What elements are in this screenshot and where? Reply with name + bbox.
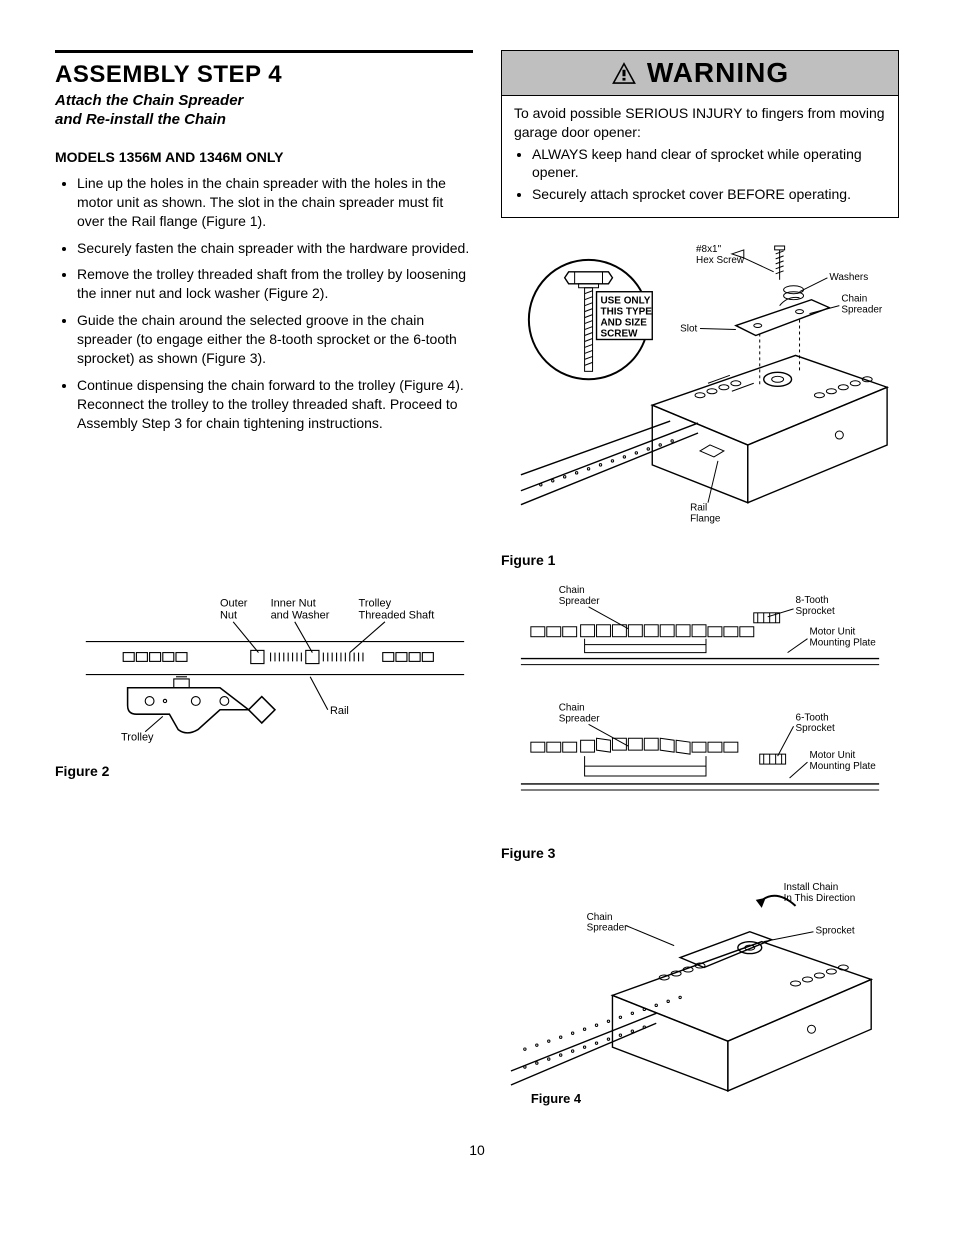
figure-3-svg: Chain Spreader 8-Tooth Sprocket Motor Un… — [501, 579, 899, 838]
step-item: Securely fasten the chain spreader with … — [77, 239, 473, 258]
right-column: WARNING To avoid possible SERIOUS INJURY… — [501, 50, 899, 1111]
spacer — [55, 441, 473, 581]
warning-box: WARNING To avoid possible SERIOUS INJURY… — [501, 50, 899, 218]
subtitle-line2: and Re-install the Chain — [55, 111, 226, 128]
svg-text:Washers: Washers — [829, 272, 868, 283]
figure-1-svg: #8x1" Hex Screw Washers Chain Spreader S… — [501, 236, 899, 544]
svg-text:Motor Unit: Motor Unit — [809, 750, 855, 761]
step-title: ASSEMBLY STEP 4 — [55, 59, 473, 90]
models-heading: MODELS 1356M AND 1346M ONLY — [55, 148, 473, 166]
svg-text:Inner Nut: Inner Nut — [271, 597, 316, 609]
svg-text:Trolley: Trolley — [359, 597, 392, 609]
figure-1-caption: Figure 1 — [501, 551, 899, 569]
svg-text:Spreader: Spreader — [841, 305, 883, 316]
warning-lead: To avoid possible SERIOUS INJURY to fing… — [514, 104, 886, 140]
svg-text:Install Chain: Install Chain — [784, 882, 839, 893]
page: ASSEMBLY STEP 4 Attach the Chain Spreade… — [55, 50, 899, 1111]
figure-4: Install Chain In This Direction Chain Sp… — [501, 872, 899, 1111]
subtitle-line1: Attach the Chain Spreader — [55, 92, 243, 109]
svg-text:Mounting Plate: Mounting Plate — [809, 638, 876, 649]
svg-text:Sprocket: Sprocket — [796, 606, 835, 617]
figure-2-caption: Figure 2 — [55, 762, 473, 780]
page-number: 10 — [55, 1141, 899, 1159]
svg-text:USE ONLY: USE ONLY — [600, 296, 650, 307]
rule — [55, 50, 473, 53]
step-subtitle: Attach the Chain Spreader and Re-install… — [55, 92, 473, 130]
svg-text:In This Direction: In This Direction — [784, 893, 856, 904]
svg-text:Nut: Nut — [220, 609, 237, 621]
left-column: ASSEMBLY STEP 4 Attach the Chain Spreade… — [55, 50, 473, 1111]
warning-icon — [611, 61, 637, 85]
step-item: Remove the trolley threaded shaft from t… — [77, 265, 473, 303]
svg-text:THIS TYPE: THIS TYPE — [600, 307, 652, 318]
svg-text:Spreader: Spreader — [559, 713, 601, 724]
svg-text:Mounting Plate: Mounting Plate — [809, 761, 876, 772]
svg-text:Rail: Rail — [690, 503, 707, 514]
step-item: Guide the chain around the selected groo… — [77, 311, 473, 368]
warning-item: Securely attach sprocket cover BEFORE op… — [532, 185, 886, 203]
warning-item: ALWAYS keep hand clear of sprocket while… — [532, 145, 886, 181]
svg-text:Flange: Flange — [690, 514, 721, 525]
svg-text:8-Tooth: 8-Tooth — [796, 595, 829, 606]
svg-text:Spreader: Spreader — [587, 923, 629, 934]
figure-3: Chain Spreader 8-Tooth Sprocket Motor Un… — [501, 579, 899, 862]
figure-2-svg: Outer Nut Inner Nut and Washer Trolley T… — [55, 591, 473, 756]
warning-list: ALWAYS keep hand clear of sprocket while… — [514, 145, 886, 204]
svg-text:Sprocket: Sprocket — [815, 926, 854, 937]
svg-text:Trolley: Trolley — [121, 731, 154, 743]
figure-4-svg: Install Chain In This Direction Chain Sp… — [501, 872, 899, 1111]
svg-text:AND SIZE: AND SIZE — [600, 318, 647, 329]
svg-text:#8x1": #8x1" — [696, 244, 722, 255]
svg-text:Chain: Chain — [587, 912, 613, 923]
svg-text:Slot: Slot — [680, 324, 697, 335]
warning-label: WARNING — [647, 55, 789, 91]
svg-text:and Washer: and Washer — [271, 609, 330, 621]
svg-text:Chain: Chain — [559, 702, 585, 713]
figure-1: #8x1" Hex Screw Washers Chain Spreader S… — [501, 236, 899, 569]
warning-header: WARNING — [502, 51, 898, 96]
svg-text:Rail: Rail — [330, 705, 349, 717]
figure-3-caption: Figure 3 — [501, 844, 899, 862]
svg-text:Chain: Chain — [559, 585, 585, 596]
svg-text:Threaded Shaft: Threaded Shaft — [359, 609, 435, 621]
figure-2: Outer Nut Inner Nut and Washer Trolley T… — [55, 591, 473, 780]
step-item: Line up the holes in the chain spreader … — [77, 174, 473, 231]
svg-text:Figure 4: Figure 4 — [531, 1091, 582, 1106]
svg-text:Spreader: Spreader — [559, 596, 601, 607]
svg-text:6-Tooth: 6-Tooth — [796, 712, 829, 723]
svg-text:SCREW: SCREW — [600, 329, 638, 340]
svg-text:Sprocket: Sprocket — [796, 723, 835, 734]
step-list: Line up the holes in the chain spreader … — [55, 174, 473, 433]
svg-text:Outer: Outer — [220, 597, 248, 609]
step-item: Continue dispensing the chain forward to… — [77, 376, 473, 433]
warning-body: To avoid possible SERIOUS INJURY to fing… — [502, 96, 898, 217]
svg-text:Motor Unit: Motor Unit — [809, 627, 855, 638]
svg-text:Chain: Chain — [841, 294, 867, 305]
svg-text:Hex Screw: Hex Screw — [696, 255, 745, 266]
